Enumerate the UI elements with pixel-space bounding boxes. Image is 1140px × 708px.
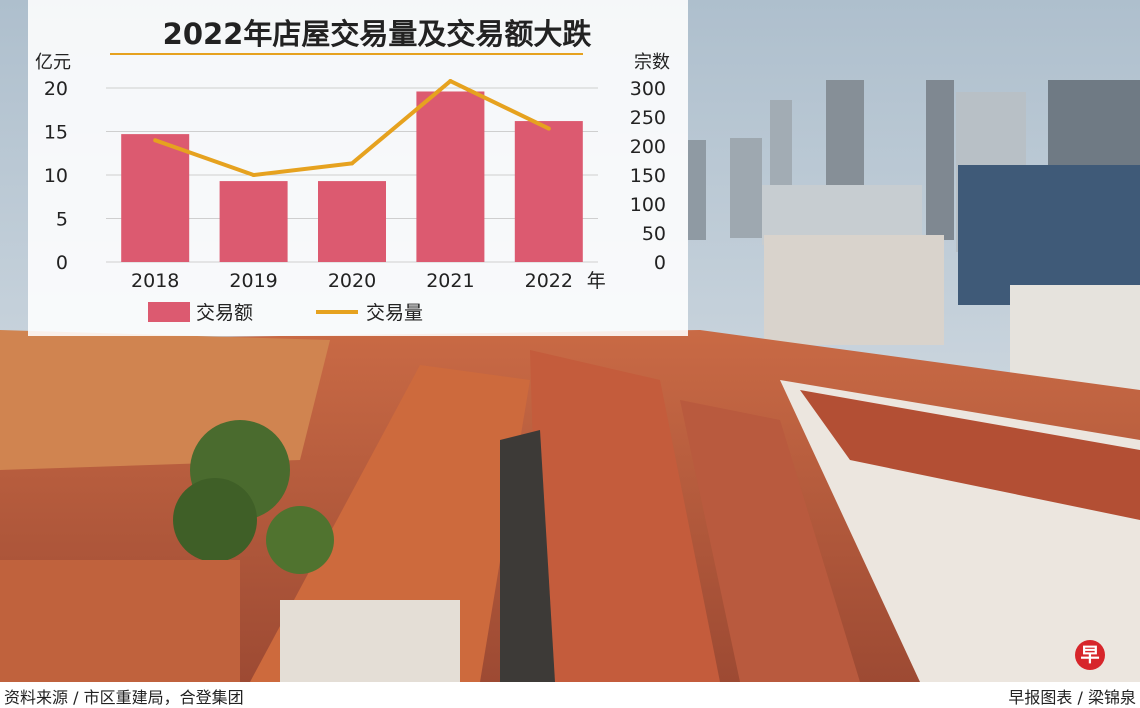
y2-axis-label: 宗数 <box>634 52 670 73</box>
y-tick-label: 10 <box>44 165 68 187</box>
line-point <box>251 173 256 177</box>
line-series-path <box>154 79 550 177</box>
y2-tick-label: 300 <box>630 78 666 100</box>
zaobao-logo-badge: 早 <box>1075 640 1105 670</box>
y2-tick-label: 50 <box>642 223 666 245</box>
x-unit-label: 年 <box>587 270 606 292</box>
legend-label-bar: 交易额 <box>196 302 253 324</box>
y-tick-label: 0 <box>56 252 68 274</box>
chart-title: 2022年店屋交易量及交易额大跌 <box>163 17 592 51</box>
y2-tick-label: 0 <box>654 252 666 274</box>
x-tick-label: 2022 <box>525 270 573 292</box>
chart-panel: 2022年店屋交易量及交易额大跌 亿元 宗数 0 5 10 15 20 0 50 100 15… <box>28 0 688 336</box>
chart: 2022年店屋交易量及交易额大跌 亿元 宗数 0 5 10 15 20 0 50 100 15… <box>35 17 670 324</box>
y2-tick-label: 200 <box>630 136 666 158</box>
x-tick-label: 2019 <box>229 270 277 292</box>
x-tick-label: 2018 <box>131 270 179 292</box>
bar <box>416 91 485 262</box>
y-tick-label: 20 <box>44 78 68 100</box>
bar <box>219 181 288 262</box>
source-note: 资料来源 / 市区重建局，合登集团 <box>4 688 244 707</box>
y-tick-label: 5 <box>56 209 68 231</box>
credit-note: 早报图表 / 梁锦泉 <box>1008 688 1136 707</box>
legend-swatch-bar <box>148 302 190 322</box>
line-point <box>546 126 551 131</box>
bar <box>318 181 386 262</box>
y2-tick-label: 100 <box>630 194 666 216</box>
bar <box>121 134 190 262</box>
line-point <box>350 161 354 166</box>
y2-tick-label: 150 <box>630 165 666 187</box>
bar <box>514 121 583 262</box>
line-point <box>153 138 158 143</box>
legend-label-line: 交易量 <box>366 302 423 324</box>
y-axis-label: 亿元 <box>35 52 71 73</box>
y2-tick-label: 250 <box>630 107 666 129</box>
footer: 资料来源 / 市区重建局，合登集团 早报图表 / 梁锦泉 <box>0 682 1140 707</box>
y-tick-label: 15 <box>44 122 68 144</box>
x-tick-label: 2021 <box>426 270 474 292</box>
line-point <box>448 79 453 84</box>
x-tick-label: 2020 <box>328 270 376 292</box>
